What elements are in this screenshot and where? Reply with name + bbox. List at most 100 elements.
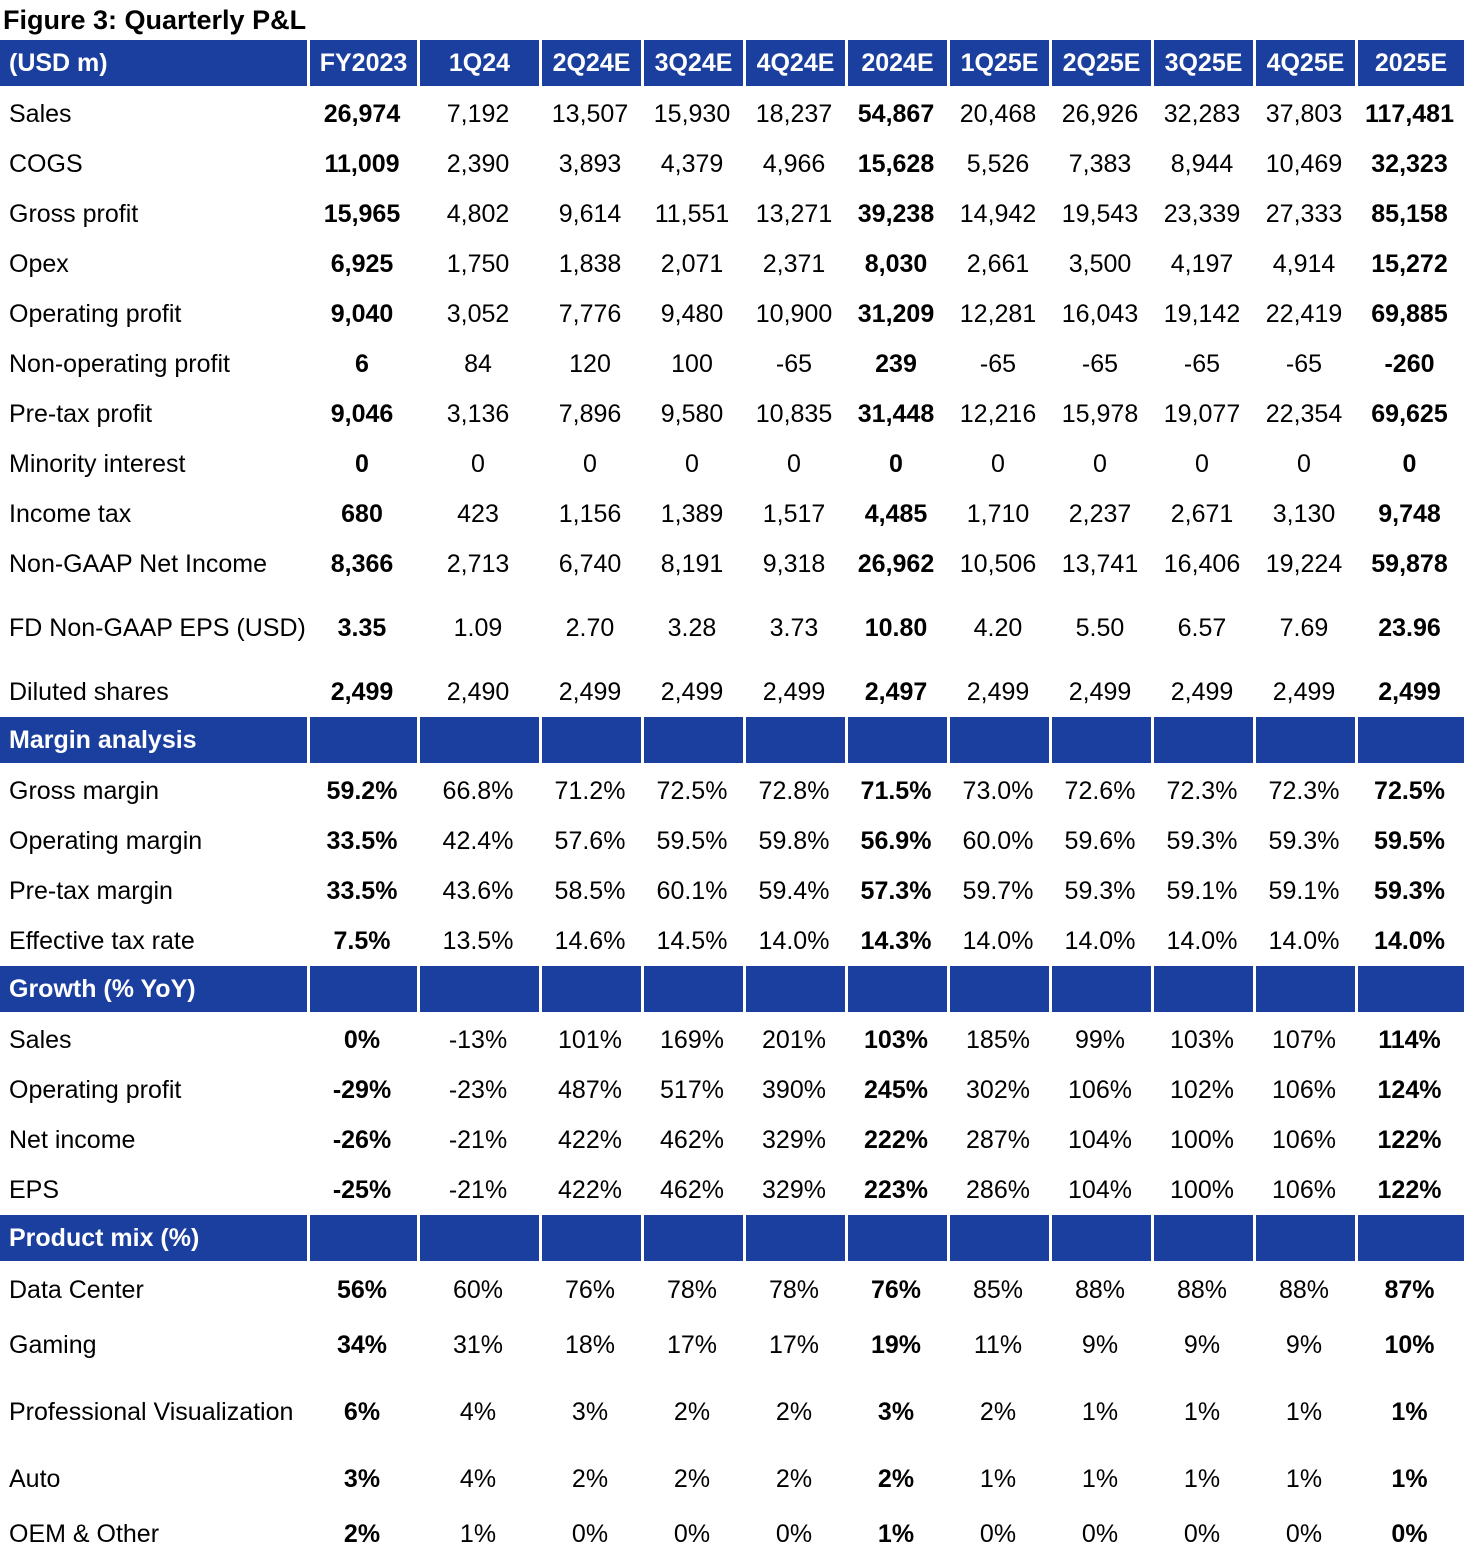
row-label: Data Center: [9, 1275, 144, 1304]
value-cell: 9,040: [330, 299, 394, 328]
value-cell: 60.1%: [656, 876, 728, 905]
value-cell: 329%: [762, 1175, 826, 1204]
value-cell: 0%: [673, 1519, 711, 1548]
value-cell: 3,052: [446, 299, 510, 328]
value-cell: 5,526: [966, 149, 1030, 178]
value-cell: 2%: [571, 1464, 609, 1493]
value-cell: 78%: [666, 1275, 718, 1304]
value-cell: 85,158: [1371, 199, 1448, 228]
value-cell: 3%: [877, 1397, 915, 1426]
table-row: Minority interest 0 0 0 0 0 0 0 0 0 0 0: [0, 439, 1464, 489]
value-cell: 57.3%: [860, 876, 932, 905]
value-cell: 1,750: [446, 249, 510, 278]
value-cell: 4%: [459, 1397, 497, 1426]
header-cell: 1Q25E: [947, 40, 1049, 86]
value-cell: 84: [464, 349, 492, 378]
value-cell: 2%: [673, 1464, 711, 1493]
header-cell: 2025E: [1355, 40, 1464, 86]
value-cell: 19%: [870, 1330, 922, 1359]
value-cell: 2%: [343, 1519, 381, 1548]
column-header-row-label: (USD m): [0, 40, 307, 86]
value-cell: 13,507: [551, 99, 629, 128]
table-row: Gaming 34% 31% 18% 17% 17% 19% 11% 9% 9% 9% 10%: [0, 1316, 1464, 1374]
value-cell: 33.5%: [326, 876, 398, 905]
value-cell: 19,224: [1265, 549, 1343, 578]
value-cell: 37,803: [1265, 99, 1343, 128]
value-cell: 54,867: [857, 99, 935, 128]
header-cell: 3Q25E: [1151, 40, 1253, 86]
value-cell: -29%: [332, 1075, 392, 1104]
row-label: Pre-tax profit: [9, 399, 153, 428]
value-cell: 100%: [1170, 1125, 1234, 1154]
value-cell: 8,191: [660, 549, 724, 578]
value-cell: 1%: [979, 1464, 1017, 1493]
value-cell: 103%: [864, 1025, 928, 1054]
value-cell: 422%: [558, 1125, 622, 1154]
value-cell: 58.5%: [554, 876, 626, 905]
value-cell: 32,323: [1371, 149, 1448, 178]
value-cell: 69,885: [1371, 299, 1448, 328]
value-cell: 0: [355, 449, 369, 478]
value-cell: 329%: [762, 1125, 826, 1154]
value-cell: -23%: [448, 1075, 508, 1104]
value-cell: 88%: [1176, 1275, 1228, 1304]
value-cell: 1%: [1285, 1397, 1323, 1426]
value-cell: 9,318: [762, 549, 826, 578]
value-cell: 104%: [1068, 1125, 1132, 1154]
value-cell: 462%: [660, 1175, 724, 1204]
value-cell: 59.3%: [1268, 826, 1340, 855]
value-cell: 9%: [1285, 1330, 1323, 1359]
value-cell: 287%: [966, 1125, 1030, 1154]
value-cell: 11,009: [324, 149, 400, 178]
header-cell: [417, 717, 539, 763]
value-cell: 3.73: [769, 613, 819, 642]
header-cell: FY2023: [307, 40, 417, 86]
value-cell: 2,390: [446, 149, 510, 178]
value-cell: 19,077: [1163, 399, 1241, 428]
value-cell: 1.09: [453, 613, 503, 642]
header-cell: [1355, 966, 1464, 1012]
value-cell: -21%: [448, 1125, 508, 1154]
value-cell: 78%: [768, 1275, 820, 1304]
value-cell: 14.0%: [1374, 926, 1445, 955]
value-cell: 3,130: [1272, 499, 1336, 528]
value-cell: 103%: [1170, 1025, 1234, 1054]
value-cell: 101%: [558, 1025, 622, 1054]
value-cell: -260: [1384, 349, 1435, 378]
value-cell: 1%: [1391, 1397, 1428, 1426]
value-cell: 12,281: [959, 299, 1037, 328]
value-cell: 2,490: [446, 677, 510, 706]
value-cell: 10%: [1384, 1330, 1435, 1359]
value-cell: 85%: [972, 1275, 1024, 1304]
value-cell: 0%: [1391, 1519, 1428, 1548]
value-cell: 2,499: [966, 677, 1030, 706]
value-cell: 222%: [864, 1125, 928, 1154]
table-row: Effective tax rate 7.5% 13.5% 14.6% 14.5% 14.…: [0, 916, 1464, 966]
value-cell: 14.0%: [1268, 926, 1340, 955]
value-cell: 17%: [768, 1330, 820, 1359]
value-cell: 11%: [973, 1330, 1023, 1359]
value-cell: 462%: [660, 1125, 724, 1154]
header-cell: [641, 1215, 743, 1261]
value-cell: 2,497: [864, 677, 928, 706]
value-cell: 680: [341, 499, 383, 528]
header-cell: [1355, 717, 1464, 763]
value-cell: 31,209: [857, 299, 935, 328]
header-cell: [1049, 717, 1151, 763]
table-row: Sales 0% -13% 101% 169% 201% 103% 185% 99% 103% 10…: [0, 1015, 1464, 1065]
value-cell: -25%: [332, 1175, 392, 1204]
header-cell: [743, 966, 845, 1012]
value-cell: 9%: [1183, 1330, 1221, 1359]
value-cell: 2%: [775, 1464, 813, 1493]
value-cell: -65: [1081, 349, 1119, 378]
value-cell: 17%: [666, 1330, 718, 1359]
value-cell: 23.96: [1378, 613, 1441, 642]
value-cell: 12,216: [959, 399, 1037, 428]
value-cell: 6,740: [558, 549, 622, 578]
value-cell: 6,925: [330, 249, 394, 278]
value-cell: 9,480: [660, 299, 724, 328]
header-cell: [1151, 1215, 1253, 1261]
value-cell: 76%: [564, 1275, 616, 1304]
value-cell: 100: [671, 349, 713, 378]
